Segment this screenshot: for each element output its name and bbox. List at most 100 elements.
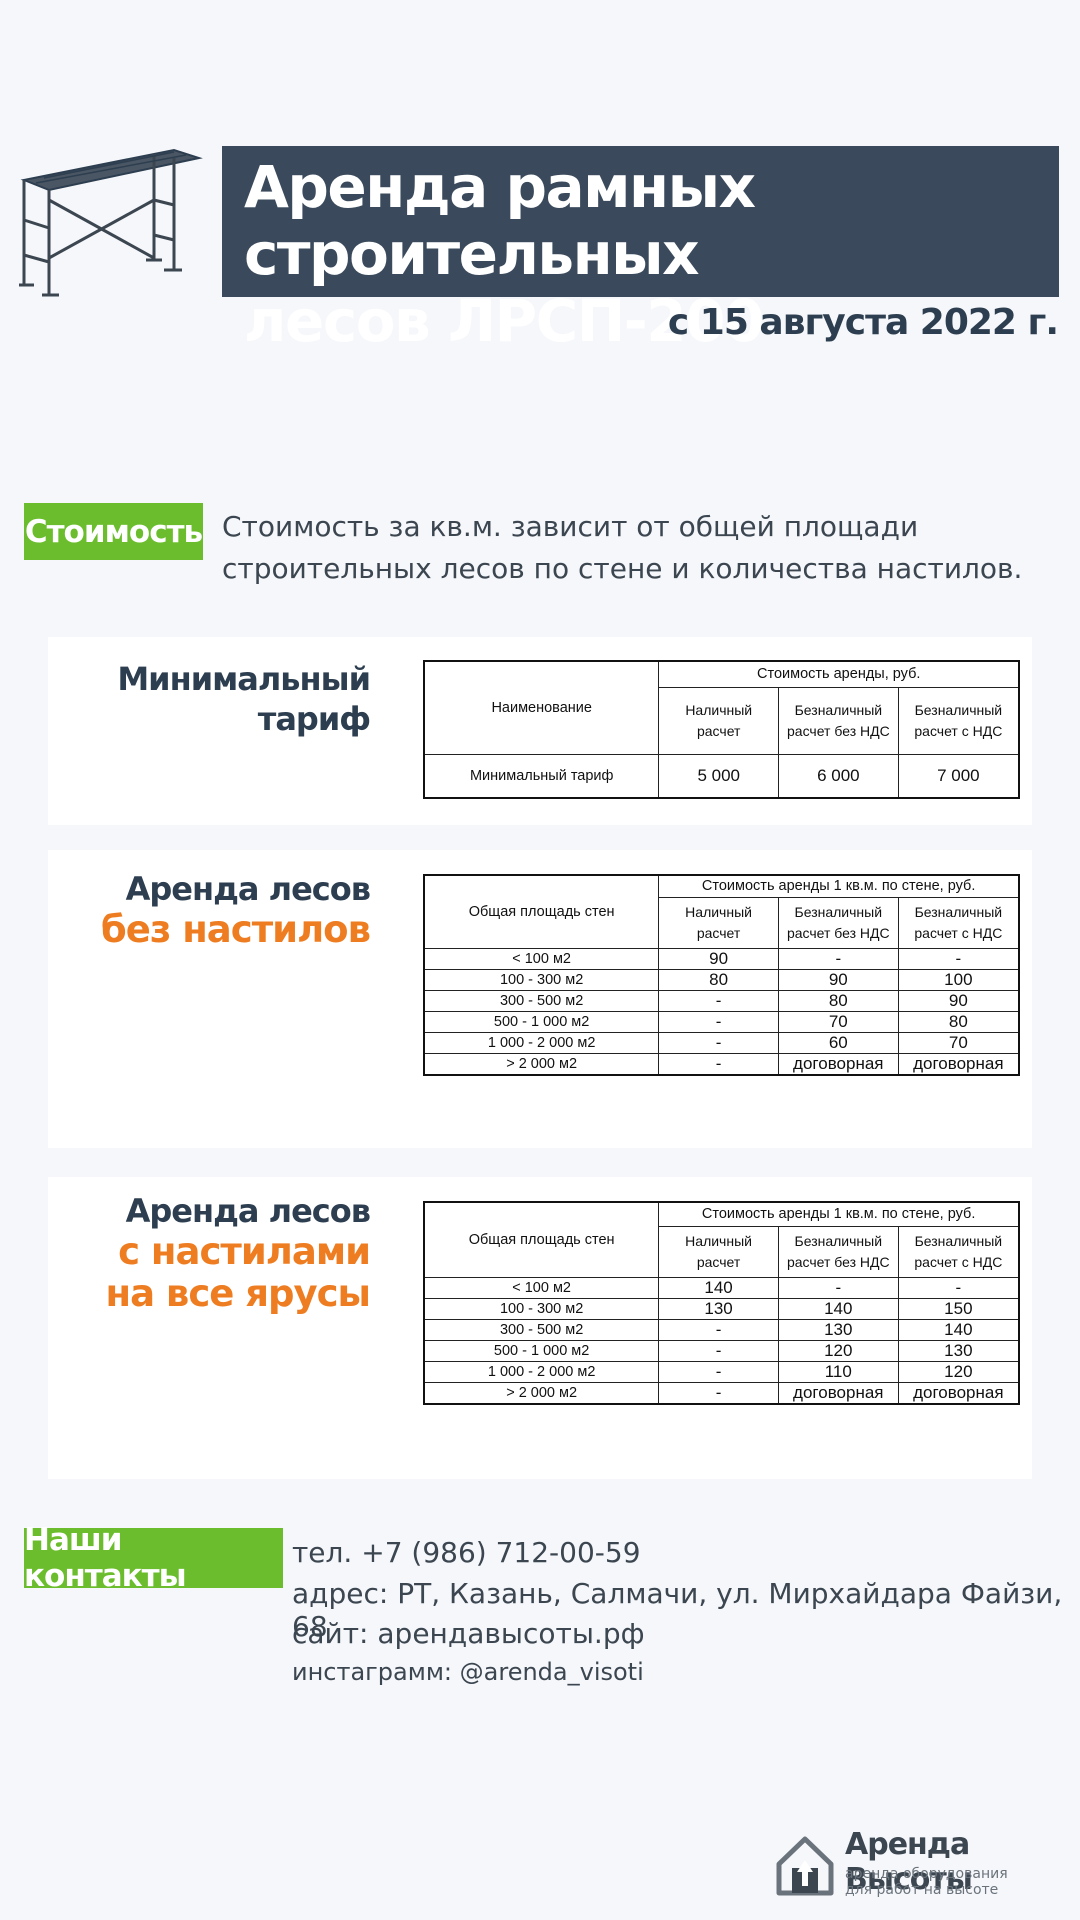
contact-instagram[interactable]: инстаграмм: @arenda_visoti [292, 1658, 644, 1686]
no-decks-heading: Аренда лесов без настилов [100, 869, 371, 951]
cell-noncash-no-vat: - [777, 947, 899, 970]
cell-area: 300 - 500 м2 [423, 989, 660, 1012]
cell-noncash-vat: 140 [897, 1318, 1020, 1341]
cell-cash: - [658, 1318, 779, 1341]
cell-area: 1 000 - 2 000 м2 [423, 1360, 660, 1383]
cell-name: Минимальный тариф [423, 753, 660, 799]
cell-cash: - [658, 1010, 779, 1033]
cell-cash: 80 [658, 968, 779, 991]
min-tariff-heading-line-2: тариф [257, 700, 371, 738]
min-tariff-table: Наименование Стоимость аренды, руб. Нали… [423, 660, 1020, 799]
cell-noncash-vat: 130 [897, 1339, 1020, 1362]
logo-subtitle-line-2: для работ на высоте [845, 1882, 999, 1898]
col-name-header: Общая площадь стен [423, 1201, 660, 1278]
cell-cash: 5 000 [658, 753, 779, 799]
cell-area: 100 - 300 м2 [423, 968, 660, 991]
cell-cash: - [658, 1360, 779, 1383]
group-header: Стоимость аренды 1 кв.м. по стене, руб. [658, 1201, 1020, 1227]
cell-noncash-vat: договорная [897, 1052, 1020, 1075]
table-row: 500 - 1 000 м2-120 130 [423, 1339, 1020, 1362]
table-row: 1 000 - 2 000 м2-60 70 [423, 1031, 1020, 1054]
cost-description-line-1: Стоимость за кв.м. зависит от общей площ… [222, 510, 919, 543]
cell-area: 100 - 300 м2 [423, 1297, 660, 1320]
table-row: < 100 м2 140- - [423, 1276, 1020, 1299]
with-decks-card: Аренда лесов с настилами на все ярусы Об… [48, 1177, 1032, 1479]
cell-cash: 140 [658, 1276, 779, 1299]
cell-noncash-vat: 7 000 [897, 753, 1020, 799]
header-noncash-vat: Безналичный расчет с НДС [897, 686, 1020, 755]
table-row: > 2 000 м2- договорная договорная [423, 1381, 1020, 1404]
cell-noncash-no-vat: 80 [777, 989, 899, 1012]
col-name-header: Общая площадь стен [423, 874, 660, 949]
title-line-2: лесов ЛРСП-200 [244, 287, 764, 355]
cell-area: > 2 000 м2 [423, 1381, 660, 1404]
cell-noncash-vat: - [897, 1276, 1020, 1299]
cell-area: 1 000 - 2 000 м2 [423, 1031, 660, 1054]
cell-noncash-no-vat: 90 [777, 968, 899, 991]
with-decks-heading: Аренда лесов с настилами на все ярусы [106, 1191, 371, 1315]
no-decks-card: Аренда лесов без настилов Общая площадь … [48, 850, 1032, 1148]
cell-area: 500 - 1 000 м2 [423, 1010, 660, 1033]
contact-phone[interactable]: тел. +7 (986) 712-00-59 [292, 1536, 641, 1569]
cell-cash: - [658, 1339, 779, 1362]
cell-noncash-no-vat: 140 [777, 1297, 899, 1320]
cost-description-line-2: строительных лесов по стене и количества… [222, 552, 1023, 585]
cell-noncash-no-vat: 130 [777, 1318, 899, 1341]
contact-site[interactable]: сайт: арендавысоты.рф [292, 1617, 645, 1650]
scaffold-illustration [19, 148, 203, 297]
min-tariff-card: Минимальный тариф Наименование Стоимость… [48, 637, 1032, 825]
with-decks-heading-line-2: с настилами [118, 1230, 371, 1273]
no-decks-heading-line-1: Аренда лесов [125, 870, 371, 908]
table-row: Минимальный тариф 5 000 6 000 7 000 [423, 753, 1020, 799]
effective-date: с 15 августа 2022 г. [667, 302, 1059, 343]
table-row: 500 - 1 000 м2-70 80 [423, 1010, 1020, 1033]
header-cash: Наличный расчет [658, 896, 779, 949]
house-logo-icon [776, 1836, 834, 1896]
cell-noncash-no-vat: договорная [777, 1052, 899, 1075]
title-line-1: Аренда рамных строительных [244, 153, 756, 288]
no-decks-table: Общая площадь стен Стоимость аренды 1 кв… [423, 874, 1020, 1076]
table-row: < 100 м2 90- - [423, 947, 1020, 970]
min-tariff-heading: Минимальный тариф [117, 659, 371, 739]
logo-subtitle: аренда оборудования для работ на высоте [845, 1866, 1008, 1898]
cell-area: 300 - 500 м2 [423, 1318, 660, 1341]
cell-cash: - [658, 1381, 779, 1404]
cell-area: < 100 м2 [423, 1276, 660, 1299]
table-row: 100 - 300 м2 80 90 100 [423, 968, 1020, 991]
header-noncash-no-vat: Безналичный расчет без НДС [777, 896, 899, 949]
header-noncash-vat: Безналичный расчет с НДС [897, 1225, 1020, 1278]
cell-area: > 2 000 м2 [423, 1052, 660, 1075]
header-cash: Наличный расчет [658, 1225, 779, 1278]
cell-noncash-vat: 90 [897, 989, 1020, 1012]
cell-cash: - [658, 1031, 779, 1054]
cost-section-tag: Стоимость [24, 503, 203, 560]
header-noncash-no-vat: Безналичный расчет без НДС [777, 1225, 899, 1278]
cell-noncash-vat: договорная [897, 1381, 1020, 1404]
table-row: > 2 000 м2- договорная договорная [423, 1052, 1020, 1075]
cell-noncash-vat: 70 [897, 1031, 1020, 1054]
logo-subtitle-line-1: аренда оборудования [845, 1866, 1008, 1882]
with-decks-heading-line-1: Аренда лесов [125, 1192, 371, 1230]
with-decks-heading-line-3: на все ярусы [105, 1272, 371, 1315]
cell-cash: - [658, 989, 779, 1012]
cell-area: 500 - 1 000 м2 [423, 1339, 660, 1362]
cost-description: Стоимость за кв.м. зависит от общей площ… [222, 506, 1062, 590]
cell-area: < 100 м2 [423, 947, 660, 970]
cell-noncash-no-vat: 110 [777, 1360, 899, 1383]
cell-cash: 130 [658, 1297, 779, 1320]
page-title: Аренда рамных строительных лесов ЛРСП-20… [244, 154, 1049, 355]
group-header: Стоимость аренды 1 кв.м. по стене, руб. [658, 874, 1020, 898]
cell-noncash-no-vat: договорная [777, 1381, 899, 1404]
title-banner: Аренда рамных строительных лесов ЛРСП-20… [222, 146, 1059, 355]
cell-noncash-vat: - [897, 947, 1020, 970]
cell-noncash-vat: 120 [897, 1360, 1020, 1383]
no-decks-heading-line-2: без настилов [100, 908, 371, 951]
cell-noncash-no-vat: 120 [777, 1339, 899, 1362]
cell-noncash-no-vat: 70 [777, 1010, 899, 1033]
cell-noncash-no-vat: 6 000 [778, 753, 899, 799]
contact-address: адрес: РТ, Казань, Салмачи, ул. Мирхайда… [292, 1577, 1063, 1643]
header-noncash-vat: Безналичный расчет с НДС [897, 896, 1020, 949]
table-row: 100 - 300 м2 130 140 150 [423, 1297, 1020, 1320]
contacts-section-tag: Наши контакты [24, 1522, 283, 1594]
cell-noncash-no-vat: 60 [777, 1031, 899, 1054]
